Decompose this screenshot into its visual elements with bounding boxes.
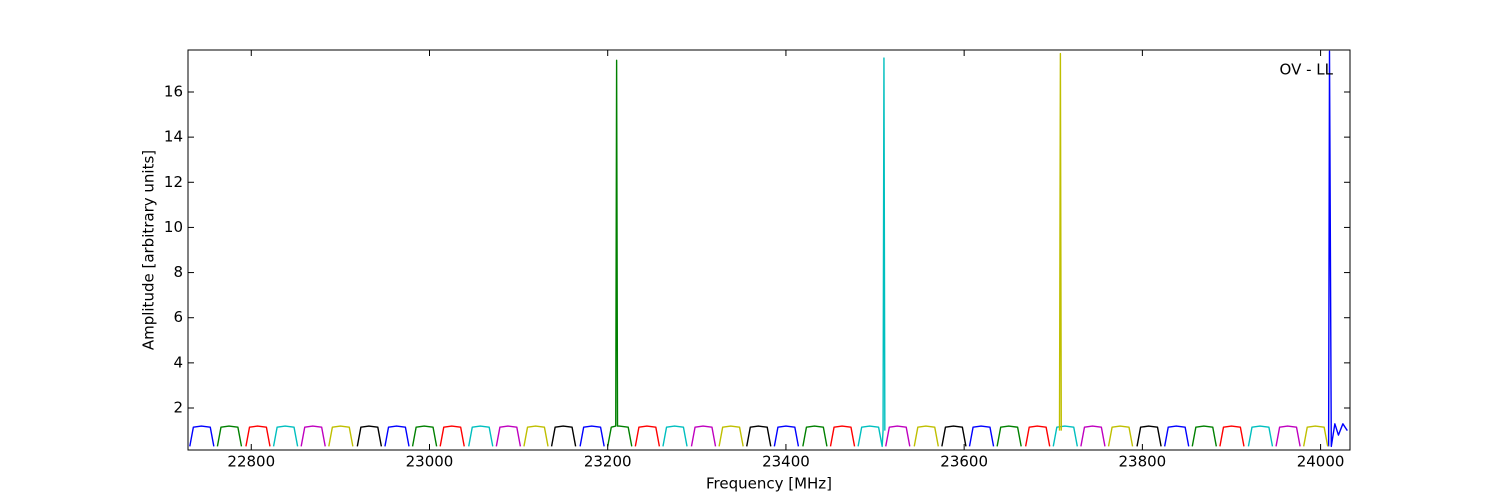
x-axis-label: Frequency [MHz]: [706, 475, 832, 493]
series-line: [300, 425, 1301, 447]
series-line: [189, 50, 1348, 448]
x-tick-label: 23200: [584, 453, 632, 471]
x-tick-label: 24000: [1297, 453, 1345, 471]
y-tick-label: 12: [164, 173, 183, 191]
y-tick-label: 10: [164, 218, 183, 236]
y-tick-label: 14: [164, 128, 183, 146]
series-line: [245, 425, 1245, 447]
y-tick-label: 8: [173, 263, 183, 281]
series-line: [328, 52, 1329, 447]
x-tick-label: 23400: [762, 453, 810, 471]
plot-lines: [189, 50, 1348, 448]
y-tick-label: 2: [173, 399, 183, 417]
x-tick-label: 23800: [1119, 453, 1167, 471]
series-line: [356, 425, 1162, 447]
series-line: [272, 57, 1274, 448]
y-tick-label: 6: [173, 308, 183, 326]
plot-frame: [187, 49, 1351, 451]
x-tick-label: 23600: [940, 453, 988, 471]
series-line: [216, 59, 1218, 447]
x-tick-label: 22800: [227, 453, 275, 471]
x-tick-label: 23000: [406, 453, 454, 471]
y-tick-label: 4: [173, 353, 183, 371]
y-tick-label: 16: [164, 82, 183, 100]
y-axis-label: Amplitude [arbitrary units]: [140, 150, 158, 350]
annotation: OV - LL: [1280, 61, 1334, 79]
